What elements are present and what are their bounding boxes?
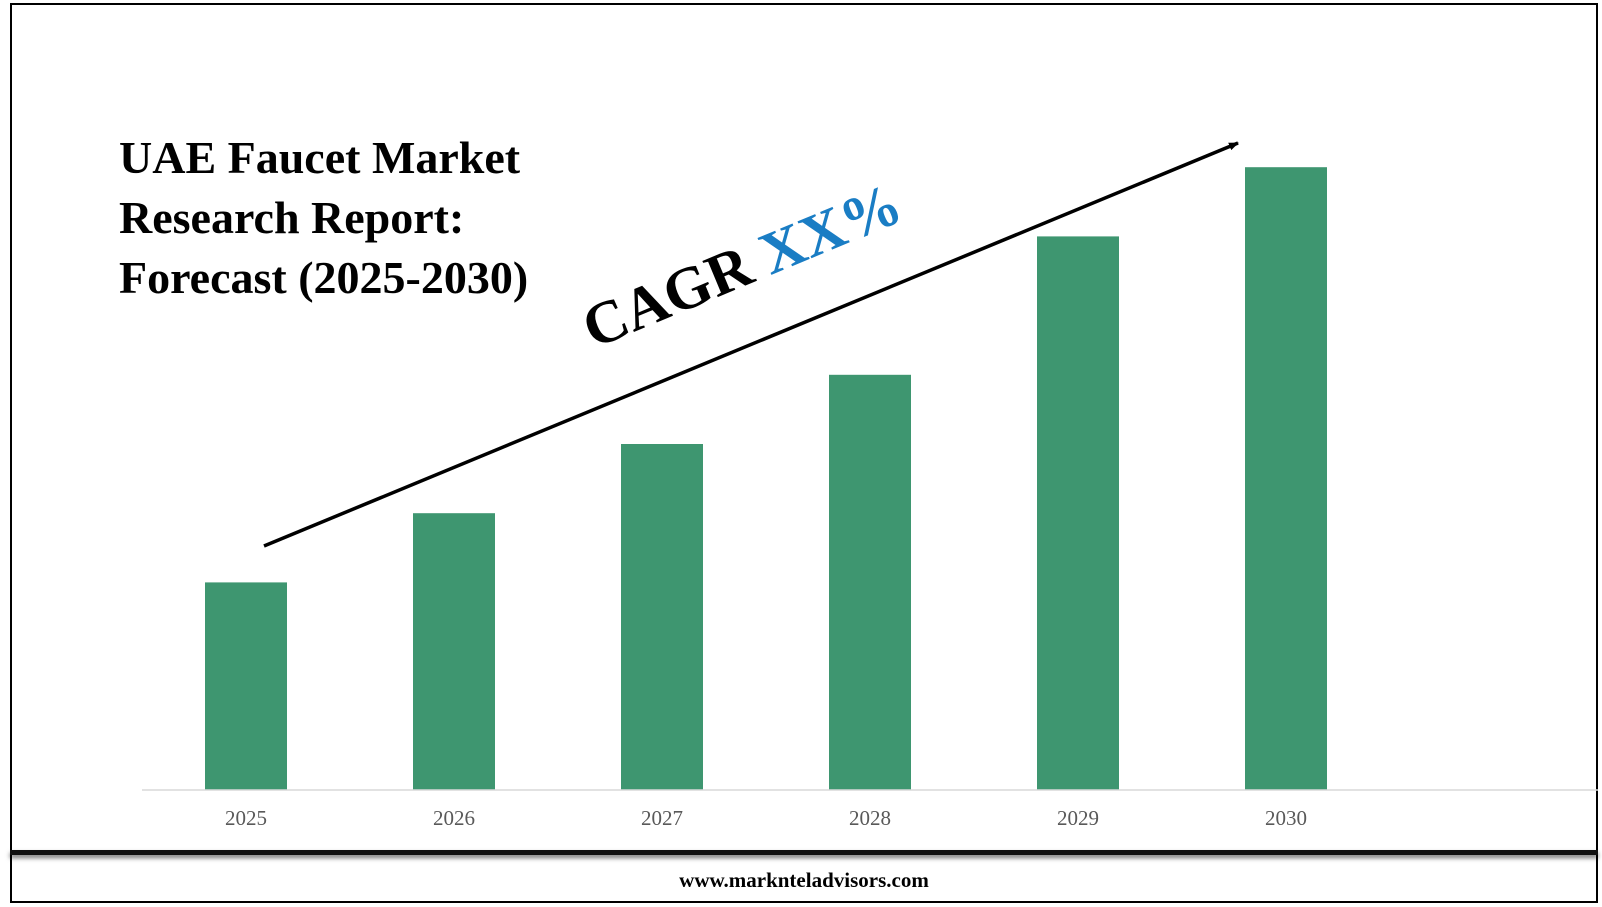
x-tick-label-2030: 2030 xyxy=(1265,806,1307,830)
bar-2026 xyxy=(413,513,495,790)
bar-2030 xyxy=(1245,167,1327,790)
trend-arrow xyxy=(263,141,1239,548)
x-tick-label-2025: 2025 xyxy=(225,806,267,830)
bar-2029 xyxy=(1037,236,1119,790)
bar-2028 xyxy=(829,374,911,790)
x-tick-labels: 2025 2026 2027 2028 2029 2030 xyxy=(225,806,1307,830)
x-tick-label-2026: 2026 xyxy=(433,806,475,830)
title-line-2: Research Report: xyxy=(119,192,465,243)
title-line-3: Forecast (2025-2030) xyxy=(119,252,529,303)
footer-separator xyxy=(10,850,1598,855)
x-tick-label-2027: 2027 xyxy=(641,806,683,830)
title-line-1: UAE Faucet Market xyxy=(119,132,521,183)
x-tick-label-2029: 2029 xyxy=(1057,806,1099,830)
footer-url: www.marknteladvisors.com xyxy=(679,868,929,892)
bar-2025 xyxy=(205,582,287,790)
chart-title: UAE Faucet Market Research Report: Forec… xyxy=(119,128,528,308)
bar-2027 xyxy=(621,444,703,790)
bars-group xyxy=(205,167,1327,790)
x-tick-label-2028: 2028 xyxy=(849,806,891,830)
